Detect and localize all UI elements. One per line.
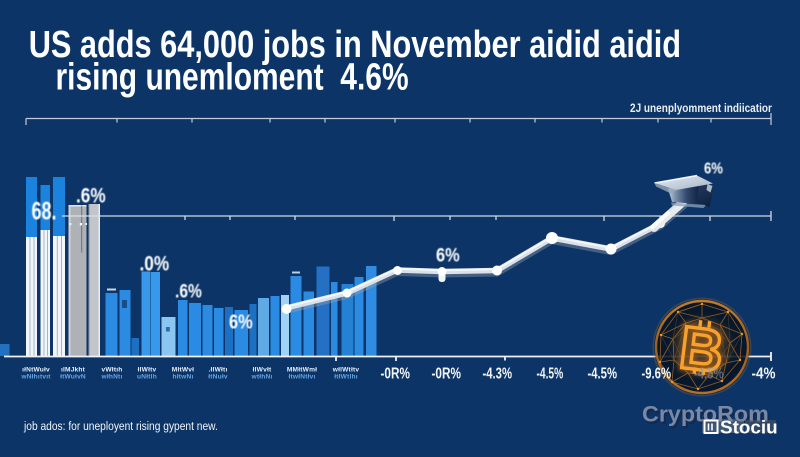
- svg-text:-4.5%: -4.5%: [588, 365, 618, 382]
- svg-text:uNłtlh: uNłtlh: [137, 374, 157, 381]
- svg-text:US adds 64,000 jobs in Novembe: US adds 64,000 jobs in November aidid ai…: [29, 24, 681, 66]
- svg-text:6%: 6%: [229, 310, 253, 333]
- svg-text:-9.6%: -9.6%: [642, 365, 672, 382]
- svg-text:łIWvłt: łIWvłt: [253, 367, 272, 374]
- svg-text:.łIWłtı: .łIWłtı: [209, 367, 228, 374]
- svg-text:.6%: .6%: [175, 280, 202, 302]
- svg-text:-0R%: -0R%: [381, 365, 410, 382]
- svg-text:-0R%: -0R%: [432, 365, 461, 382]
- svg-text:łtwłNtłvı: łtwłNtłvı: [288, 374, 315, 381]
- svg-text:6%: 6%: [704, 160, 723, 177]
- svg-text:-4%: -4%: [752, 366, 776, 383]
- svg-text:hłtwNı: hłtwNı: [173, 374, 194, 381]
- svg-text:job ados: for uneployent risin: job ados: for uneployent rising gypent n…: [23, 420, 218, 433]
- svg-text:-4.5%: -4.5%: [537, 364, 564, 382]
- svg-text:łtłWtlhı: łtłWtlhı: [334, 374, 358, 381]
- svg-text:.0%: .0%: [140, 253, 170, 276]
- svg-text:rising unemloment 4.6%: rising unemloment 4.6%: [56, 56, 409, 98]
- svg-text:MłtWvł: MłtWvł: [172, 367, 194, 374]
- svg-text:6%: 6%: [436, 244, 460, 266]
- svg-text:łtNułv: łtNułv: [208, 374, 228, 381]
- svg-text:68.: 68.: [32, 197, 57, 226]
- svg-text:2J unenplyomment indiicatior: 2J unenplyomment indiicatior: [630, 102, 773, 115]
- svg-text:wtłhNı: wtłhNı: [251, 374, 273, 381]
- svg-text:łIWłtv: łIWłtv: [138, 367, 157, 374]
- svg-text:MMłtWmł: MMłtWmł: [287, 367, 317, 374]
- svg-text:-4.3%: -4.3%: [483, 365, 513, 382]
- svg-text:łtWułvN: łtWułvN: [60, 374, 86, 381]
- svg-text:vWłtıh: vWłtıh: [102, 367, 123, 374]
- svg-text:wNłhıtvıt: wNłhıtvıt: [20, 374, 51, 381]
- svg-text:-4.5%: -4.5%: [694, 365, 724, 382]
- svg-text:włIWtłtv: włIWtłtv: [332, 367, 360, 374]
- svg-text:ıłNtWułv: ıłNtWułv: [22, 367, 50, 374]
- svg-text:.6%: .6%: [76, 185, 106, 208]
- svg-text:włhNtı: włhNtı: [101, 374, 123, 381]
- svg-text:Stociu: Stociu: [720, 417, 778, 438]
- svg-text:ıIMJkht: ıIMJkht: [61, 367, 86, 374]
